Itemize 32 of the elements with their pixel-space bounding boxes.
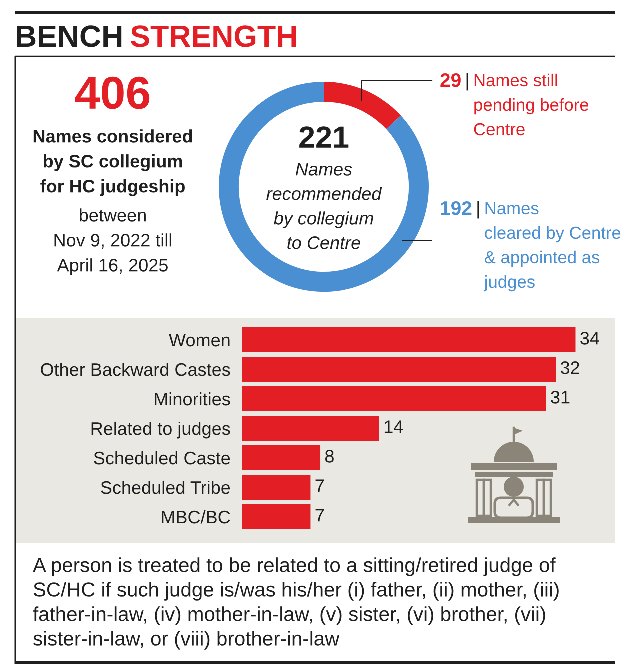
- bar: [242, 504, 311, 530]
- text: 406: [75, 76, 150, 110]
- data-label: 31: [551, 391, 570, 404]
- donut-slice: [219, 82, 429, 292]
- data-label: 192: [441, 201, 472, 216]
- y-tick-label: MBC/BC: [162, 510, 230, 524]
- bar: [242, 386, 546, 412]
- text: between Nov 9, 2022 till April 16, 2025: [54, 208, 172, 276]
- y-tick-label: Other Backward Castes: [41, 362, 230, 376]
- y-tick-label: Scheduled Tribe: [101, 480, 230, 494]
- bar: [242, 356, 556, 382]
- chart-title: BENCH STRENGTH: [17, 26, 296, 48]
- data-label: 7: [316, 480, 324, 492]
- y-tick-label: Related to judges: [92, 422, 230, 439]
- data-label: 32: [560, 362, 580, 374]
- text: Names recommended by collegium to Centre: [266, 163, 382, 250]
- data-label: 34: [580, 332, 600, 345]
- slice-label: Names cleared by Centre & appointed as judges: [484, 202, 621, 292]
- bar: [242, 445, 321, 471]
- bar: [242, 416, 380, 442]
- data-label: 29: [440, 73, 461, 88]
- y-tick-label: Women: [169, 334, 230, 347]
- text: A person is treated to be related to a sitting/retired judge of SC/HC if such judge is/was his/her (i) father, (ii) mother, (iii) father-in-law, (iv) mother-in-law, (v) sister, (vi) brother, (vii) sister-in-law, or (viii) brother-in-law: [33, 558, 559, 650]
- data-label: 7: [316, 509, 324, 522]
- y-tick-label: Scheduled Caste: [94, 451, 230, 465]
- bar: [242, 327, 576, 353]
- data-label: 14: [384, 420, 404, 434]
- text: 221: [300, 126, 349, 148]
- slice-label: Names still pending before Centre: [474, 74, 589, 136]
- data-label: 8: [325, 450, 334, 463]
- y-tick-label: Minorities: [155, 392, 230, 406]
- bar: [242, 474, 311, 500]
